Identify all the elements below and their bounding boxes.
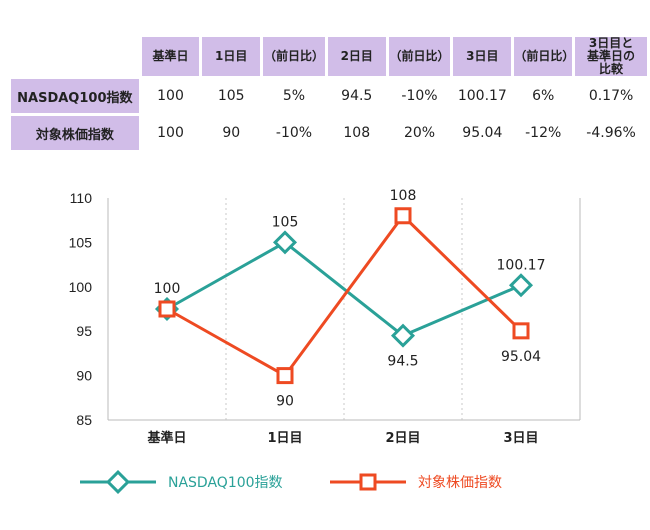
header-day1-change: （前日比） — [263, 37, 325, 76]
table-corner-cell — [11, 37, 139, 76]
x-tick-label: 基準日 — [146, 430, 186, 446]
table-cell: -12% — [514, 116, 573, 150]
header-day3-vs-base: 3日目と 基準日の 比較 — [575, 37, 647, 76]
y-tick-label: 110 — [70, 190, 93, 206]
table-cell: 100 — [141, 116, 200, 150]
header-day3-change: （前日比） — [514, 37, 574, 76]
table-cell: 20% — [388, 116, 451, 150]
table-cell: 90 — [202, 116, 261, 150]
data-label: 100 — [154, 281, 181, 297]
legend-item-target: 対象株価指数 — [330, 470, 502, 494]
y-tick-label: 105 — [69, 234, 93, 250]
x-tick-label: 1日目 — [267, 431, 302, 446]
y-tick-label: 100 — [69, 279, 93, 295]
table-row-target: 対象株価指数 100 90 -10% 108 20% 95.04 -12% -4… — [11, 116, 647, 150]
data-point-diamond — [508, 273, 534, 298]
table-cell: 6% — [514, 79, 573, 113]
comparison-table: 基準日 1日目 （前日比） 2日目 （前日比） 3日目 （前日比） 3日目と 基… — [8, 34, 650, 153]
data-label: 90 — [276, 394, 294, 410]
table-cell: 95.04 — [453, 116, 512, 150]
legend-label-nasdaq: NASDAQ100指数 — [168, 475, 283, 491]
line-chart: 110 105 100 95 90 85 基準日 1日目 2日目 3日目 100 105 94.5 100… — [69, 188, 581, 446]
data-point-square — [394, 207, 412, 225]
data-label: 100.17 — [497, 257, 546, 273]
legend-label-target: 対象株価指数 — [418, 475, 502, 491]
data-label: 94.5 — [387, 354, 418, 370]
series-line — [166, 214, 523, 378]
y-tick-label: 95 — [76, 323, 92, 339]
row-label-nasdaq: NASDAQ100指数 — [11, 79, 139, 113]
data-point-diamond — [272, 230, 298, 255]
header-day3: 3日目 — [453, 37, 512, 76]
y-tick-label: 85 — [76, 412, 92, 428]
data-label: 95.04 — [501, 349, 541, 365]
legend-swatch-target — [330, 473, 406, 491]
legend-item-nasdaq: NASDAQ100指数 — [80, 470, 283, 494]
table-cell: 100 — [141, 79, 200, 113]
table-cell: 100.17 — [453, 79, 512, 113]
header-day2: 2日目 — [327, 37, 386, 76]
data-label: 105 — [272, 214, 299, 230]
table-header-row: 基準日 1日目 （前日比） 2日目 （前日比） 3日目 （前日比） 3日目と 基… — [11, 37, 647, 76]
table-cell: 105 — [202, 79, 261, 113]
table-cell: -4.96% — [575, 116, 647, 150]
data-point-square — [158, 300, 176, 318]
table-cell: 94.5 — [327, 79, 386, 113]
header-day1: 1日目 — [202, 37, 261, 76]
x-tick-label: 3日目 — [503, 431, 538, 446]
table-row-nasdaq: NASDAQ100指数 100 105 5% 94.5 -10% 100.17 … — [11, 79, 647, 113]
header-base-day: 基準日 — [141, 37, 200, 76]
table-cell: 5% — [263, 79, 325, 113]
header-day2-change: （前日比） — [388, 37, 451, 76]
table-cell: 0.17% — [575, 79, 647, 113]
data-point-diamond — [390, 323, 416, 348]
table-cell: 108 — [327, 116, 386, 150]
y-tick-label: 90 — [76, 368, 92, 384]
table-cell: -10% — [263, 116, 325, 150]
x-tick-label: 2日目 — [385, 431, 420, 446]
data-point-square — [512, 322, 530, 340]
data-label: 108 — [390, 188, 417, 204]
data-point-square — [276, 367, 294, 385]
row-label-target: 対象株価指数 — [11, 116, 139, 150]
series-line — [166, 240, 522, 338]
table-cell: -10% — [388, 79, 451, 113]
legend-swatch-nasdaq — [80, 470, 156, 494]
